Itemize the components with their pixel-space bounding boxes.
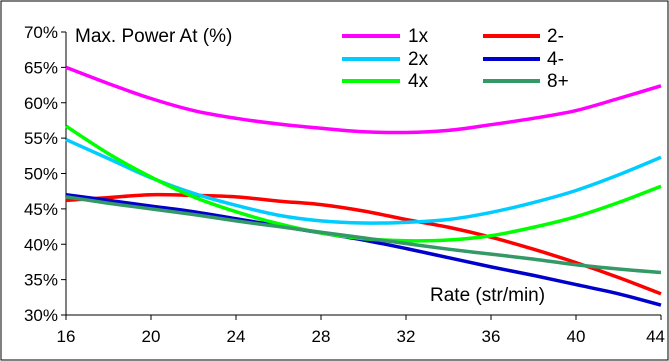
y-tick-label: 45%: [24, 200, 58, 219]
legend-label-4-: 4-: [547, 49, 564, 70]
series-line-8+: [65, 195, 662, 275]
legend-label-2-: 2-: [547, 26, 564, 47]
legend-label-8+: 8+: [547, 71, 569, 92]
legend: 1x 2- 2x 4- 4x 8+: [342, 26, 569, 92]
x-tick-label: 36: [482, 327, 501, 346]
x-tick-label: 40: [567, 327, 586, 346]
y-tick-label: 40%: [24, 235, 58, 254]
legend-label-1x: 1x: [408, 26, 429, 47]
y-tick-label: 35%: [24, 271, 58, 290]
series-line-2-: [65, 192, 662, 296]
y-tick-label: 30%: [24, 306, 58, 325]
axes: 30% 35% 40% 45% 50% 55% 60% 65% 70% 16 20 24 28 32 36 4…: [24, 23, 665, 346]
x-tick-label: 28: [312, 327, 331, 346]
x-tick-label: 24: [227, 327, 246, 346]
series-lines: [65, 65, 662, 307]
y-tick-label: 65%: [24, 58, 58, 77]
y-tick-label: 55%: [24, 129, 58, 148]
chart-title: Max. Power At (%): [75, 26, 232, 47]
x-tick-label: 32: [397, 327, 416, 346]
y-tick-label: 70%: [24, 23, 58, 42]
x-tick-label: 16: [57, 327, 76, 346]
y-tick-label: 50%: [24, 165, 58, 184]
x-tick-label: 20: [142, 327, 161, 346]
x-axis-label: Rate (str/min): [430, 285, 545, 306]
legend-label-2x: 2x: [408, 49, 429, 70]
legend-label-4x: 4x: [408, 71, 429, 92]
x-tick-label: 44: [646, 327, 665, 346]
series-line-1x: [65, 65, 662, 135]
y-tick-label: 60%: [24, 94, 58, 113]
